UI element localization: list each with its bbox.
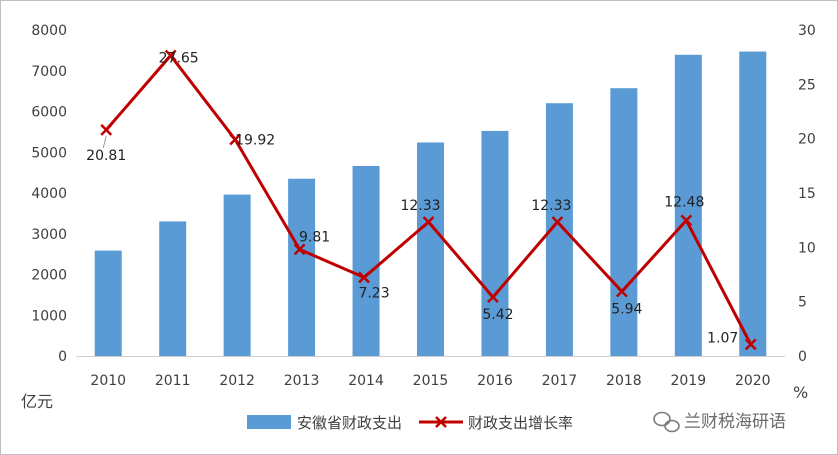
line-marker	[164, 49, 177, 62]
left-axis-unit: 亿元	[21, 392, 53, 411]
data-label: 12.33	[531, 198, 571, 214]
bar	[417, 142, 444, 356]
line-marker	[744, 338, 757, 351]
data-label: 20.81	[86, 148, 126, 164]
left-tick-label: 5000	[31, 145, 67, 161]
left-tick-label: 3000	[31, 227, 67, 243]
line-marker	[100, 123, 113, 136]
data-label: 12.48	[664, 194, 704, 210]
left-tick-label: 4000	[31, 186, 67, 202]
left-axis: 0 1000 2000 3000 4000 5000 6000 7000 8000	[31, 23, 67, 365]
line-marker	[229, 133, 242, 146]
left-tick-label: 8000	[31, 23, 67, 39]
legend-bar-label: 安徽省财政支出	[297, 414, 402, 432]
line-marker	[293, 243, 306, 256]
right-tick-label: 25	[798, 77, 816, 93]
x-tick-label: 2016	[477, 373, 513, 389]
legend: 安徽省财政支出 财政支出增长率	[247, 414, 573, 432]
line-marker	[422, 216, 435, 228]
legend-line-marker	[435, 416, 447, 428]
bar-series	[94, 51, 767, 356]
bar	[739, 51, 767, 356]
line-marker	[680, 214, 693, 227]
data-label: 12.33	[400, 198, 440, 214]
x-tick-label: 2019	[670, 373, 706, 389]
data-label: 19.92	[235, 133, 275, 149]
line-marker	[487, 291, 499, 303]
data-label: 7.23	[358, 285, 389, 301]
label-leader-line	[102, 135, 107, 148]
bar	[94, 250, 122, 356]
left-tick-label: 2000	[31, 268, 67, 284]
right-tick-label: 30	[798, 23, 816, 39]
data-label: 27.65	[159, 51, 199, 67]
x-tick-label: 2013	[284, 373, 320, 389]
x-tick-label: 2018	[606, 373, 642, 389]
x-tick-label: 2014	[348, 373, 384, 389]
bar	[481, 130, 509, 356]
wechat-icon	[653, 411, 680, 433]
bar	[288, 178, 316, 356]
watermark-text: 兰财税海研语	[684, 412, 786, 432]
bar	[223, 194, 251, 356]
x-tick-label: 2017	[542, 373, 578, 389]
data-label: 5.42	[482, 307, 513, 323]
right-axis: 0 5 10 15 20 25 30	[798, 23, 816, 365]
x-tick-label: 2020	[735, 373, 771, 389]
x-tick-label: 2010	[90, 373, 126, 389]
legend-line-label: 财政支出增长率	[468, 414, 573, 432]
line-marker	[615, 285, 628, 298]
data-label: 5.94	[611, 301, 642, 317]
right-tick-label: 10	[798, 240, 816, 256]
right-tick-label: 5	[798, 295, 807, 311]
bar	[159, 221, 187, 356]
right-tick-label: 15	[798, 186, 816, 202]
bar	[610, 88, 638, 356]
left-tick-label: 0	[58, 349, 67, 365]
right-tick-label: 0	[798, 349, 807, 365]
line-series	[100, 49, 757, 351]
right-axis-unit: %	[793, 383, 808, 402]
left-tick-label: 6000	[31, 105, 67, 121]
right-tick-label: 20	[798, 132, 816, 148]
bar	[352, 165, 380, 356]
left-tick-label: 7000	[31, 64, 67, 80]
line-marker	[358, 271, 370, 284]
watermark: 兰财税海研语	[653, 411, 786, 433]
x-tick-label: 2011	[155, 373, 191, 389]
left-tick-label: 1000	[31, 308, 67, 324]
x-tick-label: 2012	[219, 373, 255, 389]
legend-bar-swatch	[247, 415, 291, 429]
line-marker	[551, 216, 564, 228]
x-tick-label: 2015	[413, 373, 449, 389]
x-axis: 2010 2011 2012 2013 2014 2015 2016 2017 2018 2019…	[76, 356, 785, 389]
data-label: 9.81	[299, 229, 330, 245]
bar	[674, 54, 702, 356]
data-labels: 20.81 27.65 19.92 9.81 7.23 12.33 5.42 12.33 5.9…	[86, 51, 738, 347]
data-label: 1.07	[707, 330, 738, 346]
